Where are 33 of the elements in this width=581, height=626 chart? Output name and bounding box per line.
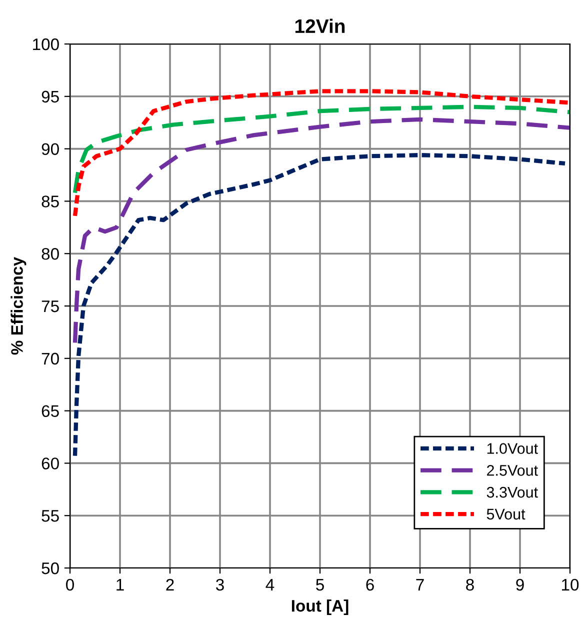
x-tick-label: 0 xyxy=(66,578,74,591)
y-tick-label: 55 xyxy=(42,510,59,522)
y-tick-label: 70 xyxy=(42,352,59,365)
y-tick-label: 95 xyxy=(42,90,59,103)
x-tick-label: 2 xyxy=(166,578,174,590)
legend-label: 5Vout xyxy=(486,508,526,520)
y-axis-title: % Efficiency xyxy=(10,256,26,355)
x-tick-label: 8 xyxy=(466,578,474,591)
x-tick-label: 7 xyxy=(416,579,424,590)
x-tick-label: 10 xyxy=(562,578,579,591)
chart-title: 12Vin xyxy=(295,18,345,33)
legend-label: 3.3Vout xyxy=(486,486,538,498)
line-series xyxy=(72,117,570,345)
line-series xyxy=(72,89,570,218)
y-tick-label: 80 xyxy=(42,248,59,260)
x-tick-label: 5 xyxy=(316,579,324,591)
y-tick-label: 85 xyxy=(42,196,59,208)
y-tick-label: 60 xyxy=(42,458,59,470)
line-series xyxy=(72,104,570,195)
y-tick-label: 65 xyxy=(42,405,59,418)
y-tick-label: 50 xyxy=(42,562,59,574)
y-tick-label: 75 xyxy=(42,300,59,312)
x-tick-label: 3 xyxy=(216,578,224,591)
x-tick-label: 6 xyxy=(366,578,374,591)
x-axis-title: Iout [A] xyxy=(292,600,348,616)
x-tick-label: 1 xyxy=(116,579,124,590)
x-tick-label: 9 xyxy=(516,578,524,591)
legend-label: 1.0Vout xyxy=(487,443,538,454)
line-series xyxy=(72,153,568,458)
legend-label: 2.5Vout xyxy=(487,464,538,476)
y-tick-label: 90 xyxy=(42,143,59,156)
y-tick-label: 100 xyxy=(33,38,59,50)
x-tick-label: 4 xyxy=(266,579,274,590)
